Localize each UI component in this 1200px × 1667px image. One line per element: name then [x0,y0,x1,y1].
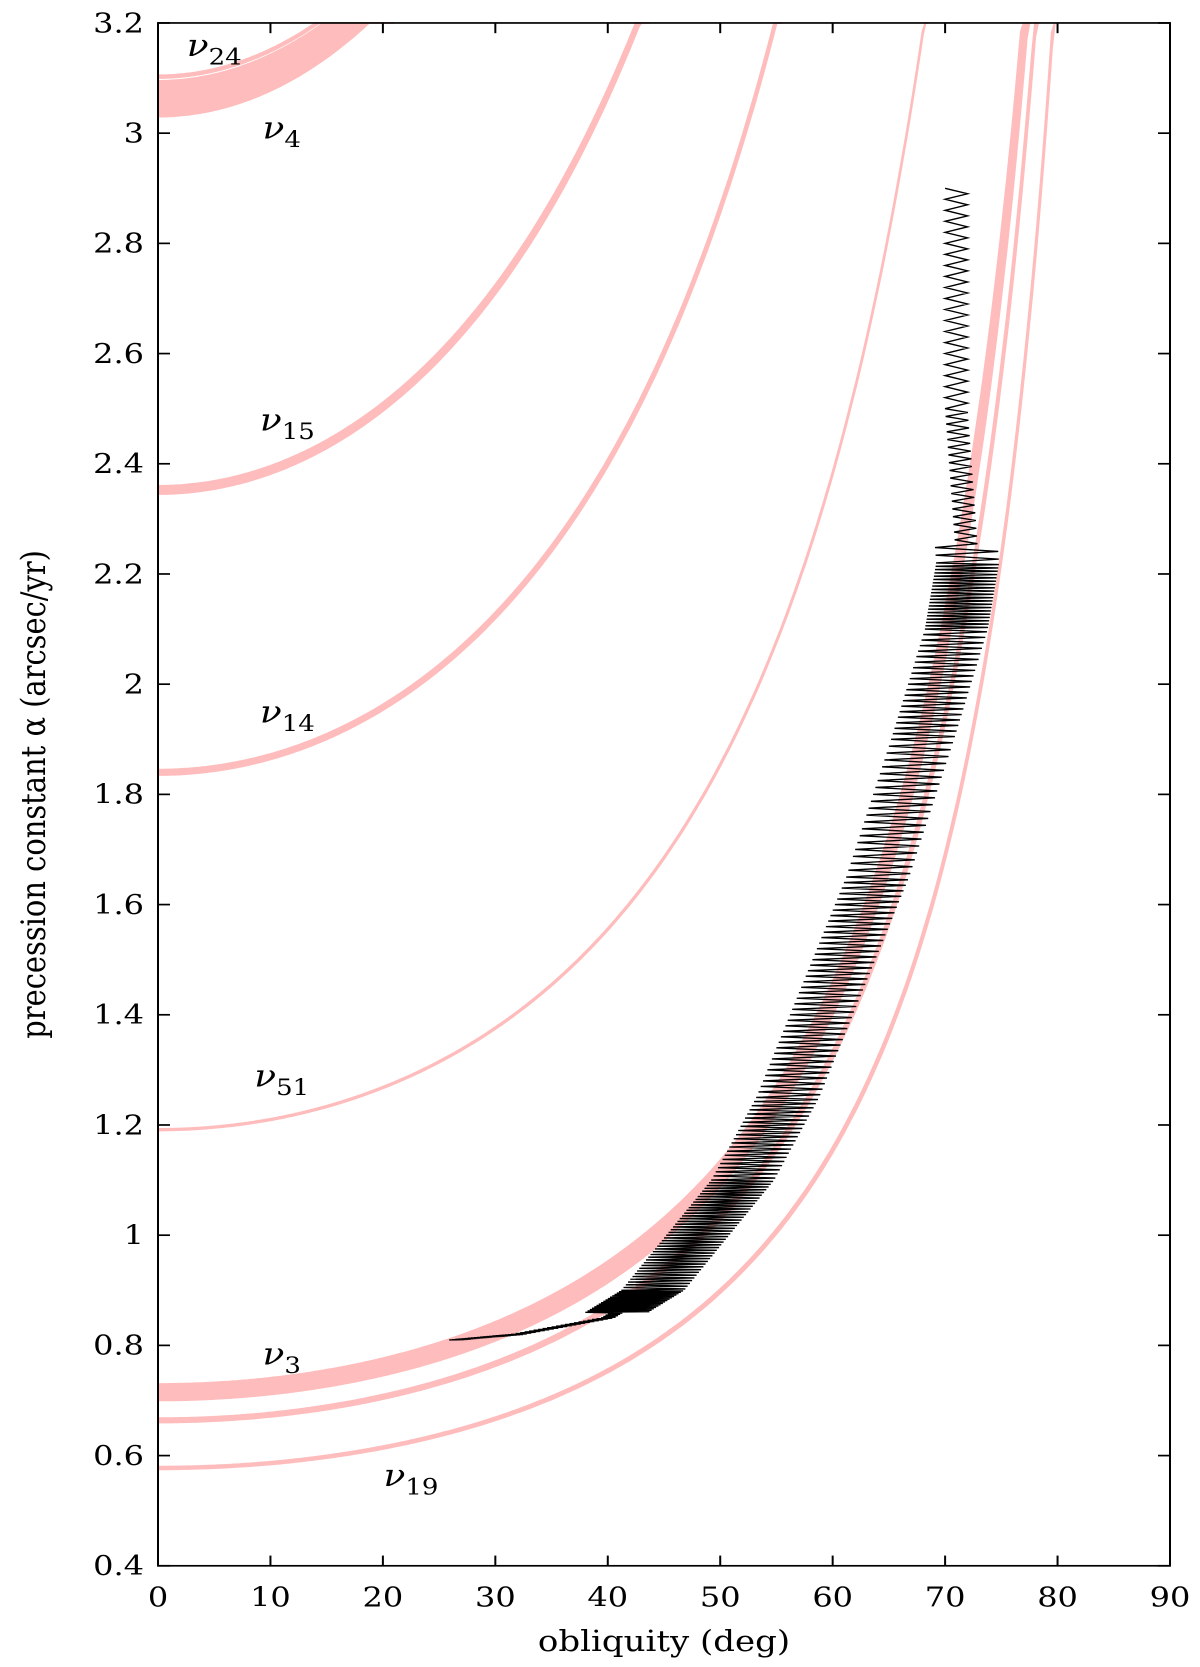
trajectory-line [449,187,999,1341]
y-tick-label: 1.6 [93,889,144,921]
annotation-nu51: ν51 [254,1058,309,1100]
y-tick-label: 1.2 [93,1110,144,1142]
x-tick-label: 60 [812,1582,853,1614]
x-tick-label: 0 [148,1582,168,1614]
y-tick-label: 3.2 [93,8,144,40]
trajectory [449,187,999,1341]
x-tick-label: 90 [1150,1582,1191,1614]
x-axis-label: obliquity (deg) [538,1625,790,1658]
axis-ticks: 0 10 20 30 40 50 60 70 80 90 0.4 0.6 0.8 1 1.2 1.4 1.6 1.… [93,8,1190,1614]
y-tick-label: 3 [124,118,144,150]
x-tick-label: 70 [925,1582,966,1614]
band-nu51 [157,22,929,1132]
x-tick-label: 40 [587,1582,628,1614]
y-tick-label: 2.4 [93,448,144,480]
y-tick-label: 1 [124,1220,144,1252]
y-tick-label: 1.8 [93,779,144,811]
x-tick-label: 20 [363,1582,404,1614]
x-tick-label: 10 [250,1582,291,1614]
annotation-nu15: ν15 [260,402,315,444]
x-tick-label: 50 [700,1582,741,1614]
y-tick-label: 2.6 [93,338,144,370]
annotation-nu14: ν14 [260,694,315,736]
band-nu19 [157,22,1056,1471]
band-nu3-inner [157,22,1040,1424]
y-axis-label: precession constant α (arcsec/yr) [15,550,54,1039]
band-nu14 [157,22,783,776]
y-tick-label: 2.2 [93,559,144,591]
annotation-nu4: ν4 [262,110,300,152]
y-tick-label: 2.8 [93,228,144,260]
annotation-nu3: ν3 [262,1336,300,1378]
band-nu3 [157,22,1031,1402]
y-tick-label: 0.6 [93,1440,144,1472]
annotation-nu24: ν24 [187,28,242,70]
y-tick-label: 1.4 [93,999,144,1031]
annotation-nu19: ν19 [384,1457,439,1499]
y-tick-label: 0.8 [93,1330,144,1362]
x-tick-label: 80 [1037,1582,1078,1614]
y-tick-label: 0.4 [93,1550,144,1582]
resonance-bands [157,22,1056,1471]
x-tick-label: 30 [475,1582,516,1614]
y-tick-label: 2 [124,669,144,701]
